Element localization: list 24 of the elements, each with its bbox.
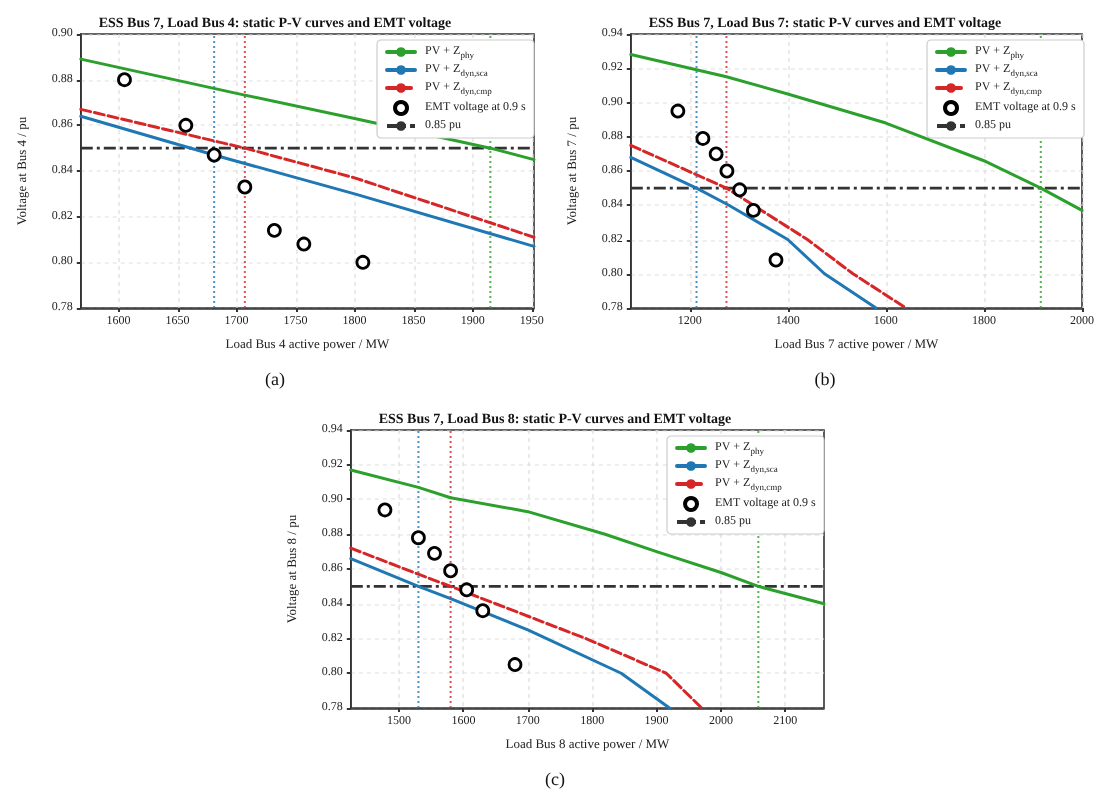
point (443, 563, 458, 579)
point (355, 254, 371, 270)
point (296, 236, 312, 252)
point (746, 202, 761, 218)
point (732, 182, 748, 198)
point (237, 179, 253, 195)
point (206, 147, 222, 163)
point (411, 530, 426, 546)
point (708, 146, 724, 162)
point (507, 657, 523, 672)
text: (a) (265, 369, 286, 389)
point (459, 582, 475, 598)
point (670, 103, 686, 119)
point (117, 72, 132, 88)
point (178, 117, 194, 133)
point (475, 603, 491, 619)
point (719, 163, 735, 179)
point (377, 502, 393, 518)
point (768, 252, 784, 268)
point (427, 545, 442, 561)
text: (b) (814, 369, 836, 389)
point (266, 222, 282, 238)
text: (c) (545, 769, 566, 789)
point (695, 131, 711, 146)
